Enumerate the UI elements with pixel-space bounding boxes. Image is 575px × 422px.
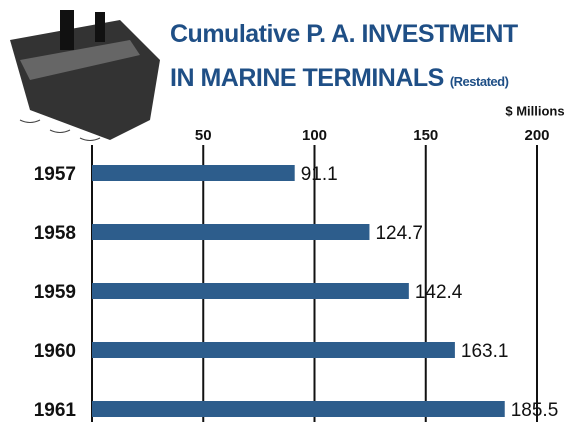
chart-title: Cumulative P. A. INVESTMENT IN MARINE TE… [170,20,518,92]
title-block: Cumulative P. A. INVESTMENT IN MARINE TE… [170,12,530,104]
bar [92,401,505,417]
value-label: 163.1 [461,341,509,362]
x-tick-label: 150 [413,127,438,144]
value-label: 124.7 [375,223,423,244]
bar [92,165,295,181]
y-tick-label: 1960 [34,341,76,362]
chart-subtitle: (Restated) [449,74,509,89]
value-label: 185.5 [511,400,559,421]
x-tick-label: 100 [302,127,327,144]
bar [92,283,409,299]
y-tick-label: 1959 [34,282,76,303]
ship-illustration [10,10,160,141]
bar [92,342,455,358]
y-tick-label: 1957 [34,164,76,185]
value-label: 142.4 [415,282,463,303]
value-label: 91.1 [301,164,338,185]
x-tick-label: 200 [524,127,549,144]
x-tick-label: 50 [195,127,212,144]
y-tick-label: 1958 [34,223,76,244]
x-axis-label: $ Millions [505,103,564,118]
y-tick-label: 1961 [34,400,77,421]
bar [92,224,370,240]
